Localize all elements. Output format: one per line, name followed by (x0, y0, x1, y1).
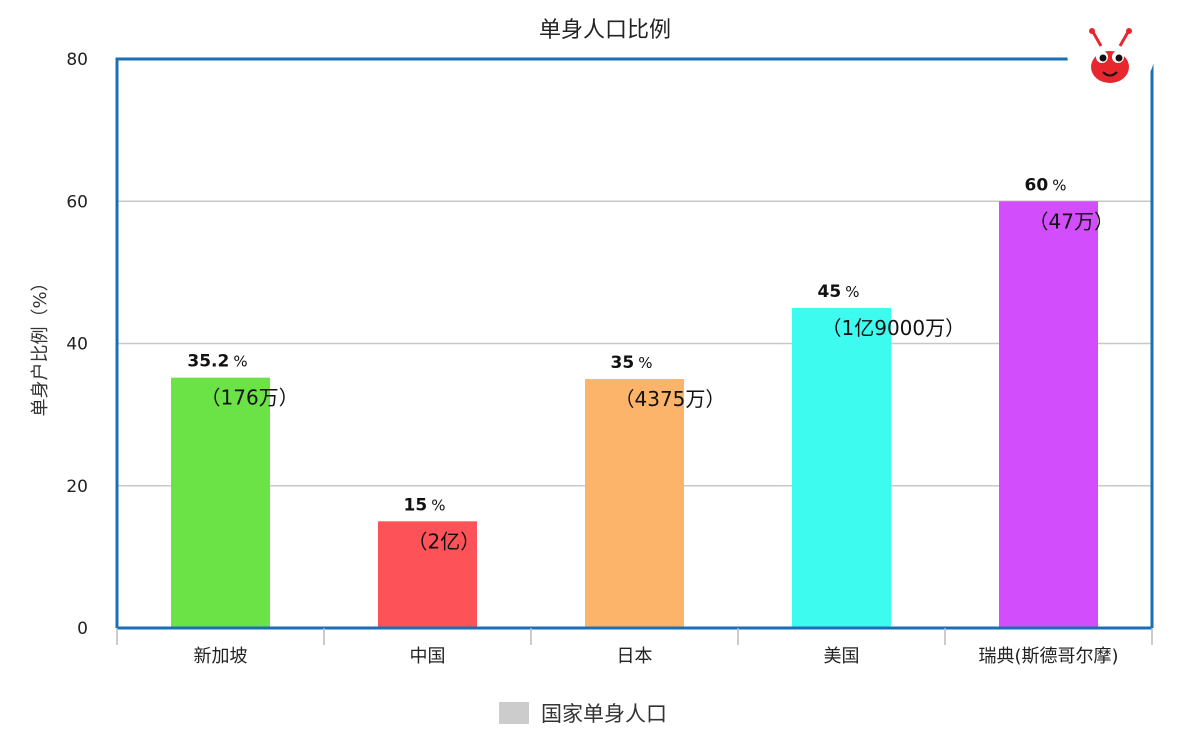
data-label: 60% (1025, 175, 1067, 195)
y-tick-label: 0 (77, 619, 88, 639)
x-axis-ticks: 新加坡 中国 日本 美国 瑞典(斯德哥尔摩) (116, 628, 1153, 667)
plot-frame (115, 57, 1154, 630)
chart-title: 单身人口比例 (539, 18, 671, 43)
bar (585, 379, 684, 628)
data-label: 35.2% (187, 352, 247, 372)
bar (378, 521, 477, 628)
y-tick-label: 80 (66, 50, 88, 70)
x-tick-label: 美国 (824, 646, 860, 667)
x-tick-label: 中国 (410, 646, 446, 667)
data-label: 35% (611, 353, 653, 373)
y-axis-label: 单身户比例（%） (30, 273, 51, 416)
y-tick-label: 40 (66, 335, 88, 355)
bar (999, 201, 1098, 628)
ant-mascot-icon (1067, 8, 1155, 96)
y-axis-ticks: 0 20 40 60 80 (66, 50, 88, 639)
data-note: （176万） (201, 386, 299, 410)
data-note: （4375万） (615, 387, 726, 411)
x-tick-label: 新加坡 (194, 646, 248, 667)
x-tick-label: 瑞典(斯德哥尔摩) (978, 646, 1118, 667)
data-label: 15% (404, 495, 446, 515)
bars (171, 201, 1098, 628)
data-labels: 35.2 % （176万） 15 % （2亿） 35 % （4375万） 45 % （1亿9000万）… (187, 175, 1114, 553)
data-label: 45% (818, 282, 860, 302)
bar (792, 307, 891, 628)
legend-label: 国家单身人口 (541, 702, 667, 726)
bar (171, 377, 270, 628)
y-tick-label: 20 (66, 477, 88, 497)
data-note: （1亿9000万） (822, 316, 966, 340)
data-note: （47万） (1029, 209, 1114, 233)
data-note: （2亿） (408, 529, 481, 553)
y-tick-label: 60 (66, 192, 88, 212)
legend-swatch (499, 702, 529, 724)
x-tick-label: 日本 (617, 646, 653, 667)
